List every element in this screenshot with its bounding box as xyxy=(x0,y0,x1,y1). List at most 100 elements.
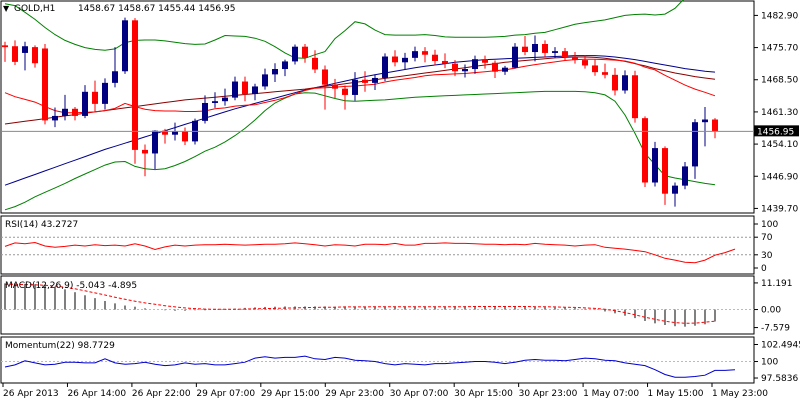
rsi-line xyxy=(4,241,736,264)
candle-body xyxy=(622,75,628,91)
candle-body xyxy=(362,79,368,83)
candle-body xyxy=(282,61,288,70)
candle-body xyxy=(402,57,408,63)
candle-body xyxy=(252,86,258,95)
bollinger-lower-line xyxy=(4,90,716,211)
candle-body xyxy=(202,102,208,121)
time-tick-label: 30 Apr 23:00 xyxy=(519,389,578,399)
candle-body xyxy=(122,20,128,72)
momentum-header: Momentum(22) 98.7729 xyxy=(5,341,115,351)
symbol-header: GOLD,H1 xyxy=(14,4,55,14)
candle-body xyxy=(112,71,118,83)
candle-body xyxy=(22,46,28,53)
candle-body xyxy=(712,119,718,132)
candle-body xyxy=(292,46,298,62)
candle-body xyxy=(32,47,38,64)
candle-body xyxy=(352,79,358,95)
price-tick-label: 1454.10 xyxy=(761,140,798,150)
candle-body xyxy=(502,67,508,72)
price-panel-frame xyxy=(0,0,755,214)
panel-tick-label: 0.00 xyxy=(761,306,781,316)
candle-body xyxy=(512,46,518,68)
candle-body xyxy=(412,51,418,58)
time-tick-label: 26 Apr 2013 xyxy=(3,389,59,399)
candle-body xyxy=(592,65,598,73)
panel-tick-label: 11.191 xyxy=(761,279,793,289)
time-tick-label: 30 Apr 15:00 xyxy=(454,389,513,399)
candle-body xyxy=(682,166,688,186)
candle-body xyxy=(382,56,388,78)
candle-body xyxy=(152,130,158,154)
price-tick-label: 1482.90 xyxy=(761,11,798,21)
panel-tick-label: 100 xyxy=(761,358,778,368)
panel-tick-label: -7.579 xyxy=(761,324,790,334)
candle-body xyxy=(662,148,668,194)
time-tick-label: 30 Apr 07:00 xyxy=(390,389,449,399)
panel-tick-label: 0 xyxy=(761,264,767,274)
candle-body xyxy=(182,131,188,142)
candle-body xyxy=(702,119,708,123)
candle-body xyxy=(642,118,648,183)
time-tick-label: 26 Apr 22:00 xyxy=(132,389,191,399)
ma-mid-line xyxy=(4,56,716,125)
candle-body xyxy=(82,91,88,116)
chart-expand-arrow-icon[interactable]: ▼ xyxy=(3,4,10,13)
price-tick-label: 1461.30 xyxy=(761,108,798,118)
ohlc-readout: 1458.67 1458.67 1455.44 1456.95 xyxy=(78,4,235,14)
candle-body xyxy=(522,46,528,53)
candle-body xyxy=(532,44,538,53)
candle-body xyxy=(332,84,338,89)
time-tick-label: 29 Apr 23:00 xyxy=(325,389,384,399)
panel-tick-label: 97.5836 xyxy=(761,374,798,384)
current-price-label: 1456.95 xyxy=(757,127,794,137)
candle-body xyxy=(582,60,588,66)
candle-body xyxy=(12,46,18,62)
candle-body xyxy=(42,48,48,121)
candle-body xyxy=(612,74,618,91)
candle-body xyxy=(212,101,218,103)
candle-body xyxy=(572,56,578,61)
candle-body xyxy=(442,60,448,64)
candle-body xyxy=(162,130,168,135)
price-tick-label: 1475.70 xyxy=(761,44,798,54)
candle-body xyxy=(302,46,308,58)
candle-body xyxy=(262,74,268,87)
ma-slow-line xyxy=(4,55,716,186)
macd-signal-line xyxy=(5,283,716,324)
candle-body xyxy=(102,82,108,104)
candle-body xyxy=(232,81,238,98)
candle-body xyxy=(392,56,398,63)
candle-body xyxy=(322,69,328,85)
candle-body xyxy=(272,69,278,75)
candle-body xyxy=(672,185,678,194)
time-tick-label: 1 May 07:00 xyxy=(583,389,639,399)
momentum-panel-frame xyxy=(0,336,755,384)
current-price-tag xyxy=(754,125,799,137)
candle-body xyxy=(132,20,138,150)
price-tick-label: 1468.50 xyxy=(761,76,798,86)
candle-body xyxy=(652,148,658,183)
candle-body xyxy=(692,122,698,167)
candle-body xyxy=(482,59,488,63)
price-tick-label: 1439.70 xyxy=(761,204,798,214)
candle-body xyxy=(492,62,498,72)
candle-body xyxy=(632,75,638,119)
macd-header: MACD(12,26,9) -5.043 -4.895 xyxy=(5,281,137,291)
candle-body xyxy=(222,97,228,102)
candle-body xyxy=(472,59,478,70)
candle-body xyxy=(432,54,438,61)
candle-body xyxy=(542,44,548,53)
momentum-line xyxy=(4,355,736,378)
time-tick-label: 26 Apr 14:00 xyxy=(67,389,126,399)
rsi-header: RSI(14) 43.2727 xyxy=(5,220,78,230)
panel-tick-label: 70 xyxy=(761,233,773,243)
candle-body xyxy=(2,45,8,48)
time-tick-label: 1 May 23:00 xyxy=(712,389,768,399)
time-tick-label: 29 Apr 07:00 xyxy=(196,389,255,399)
rsi-panel-frame xyxy=(0,215,755,275)
panel-tick-label: 30 xyxy=(761,251,773,261)
candle-body xyxy=(52,115,58,121)
macd-panel-frame xyxy=(0,275,755,335)
